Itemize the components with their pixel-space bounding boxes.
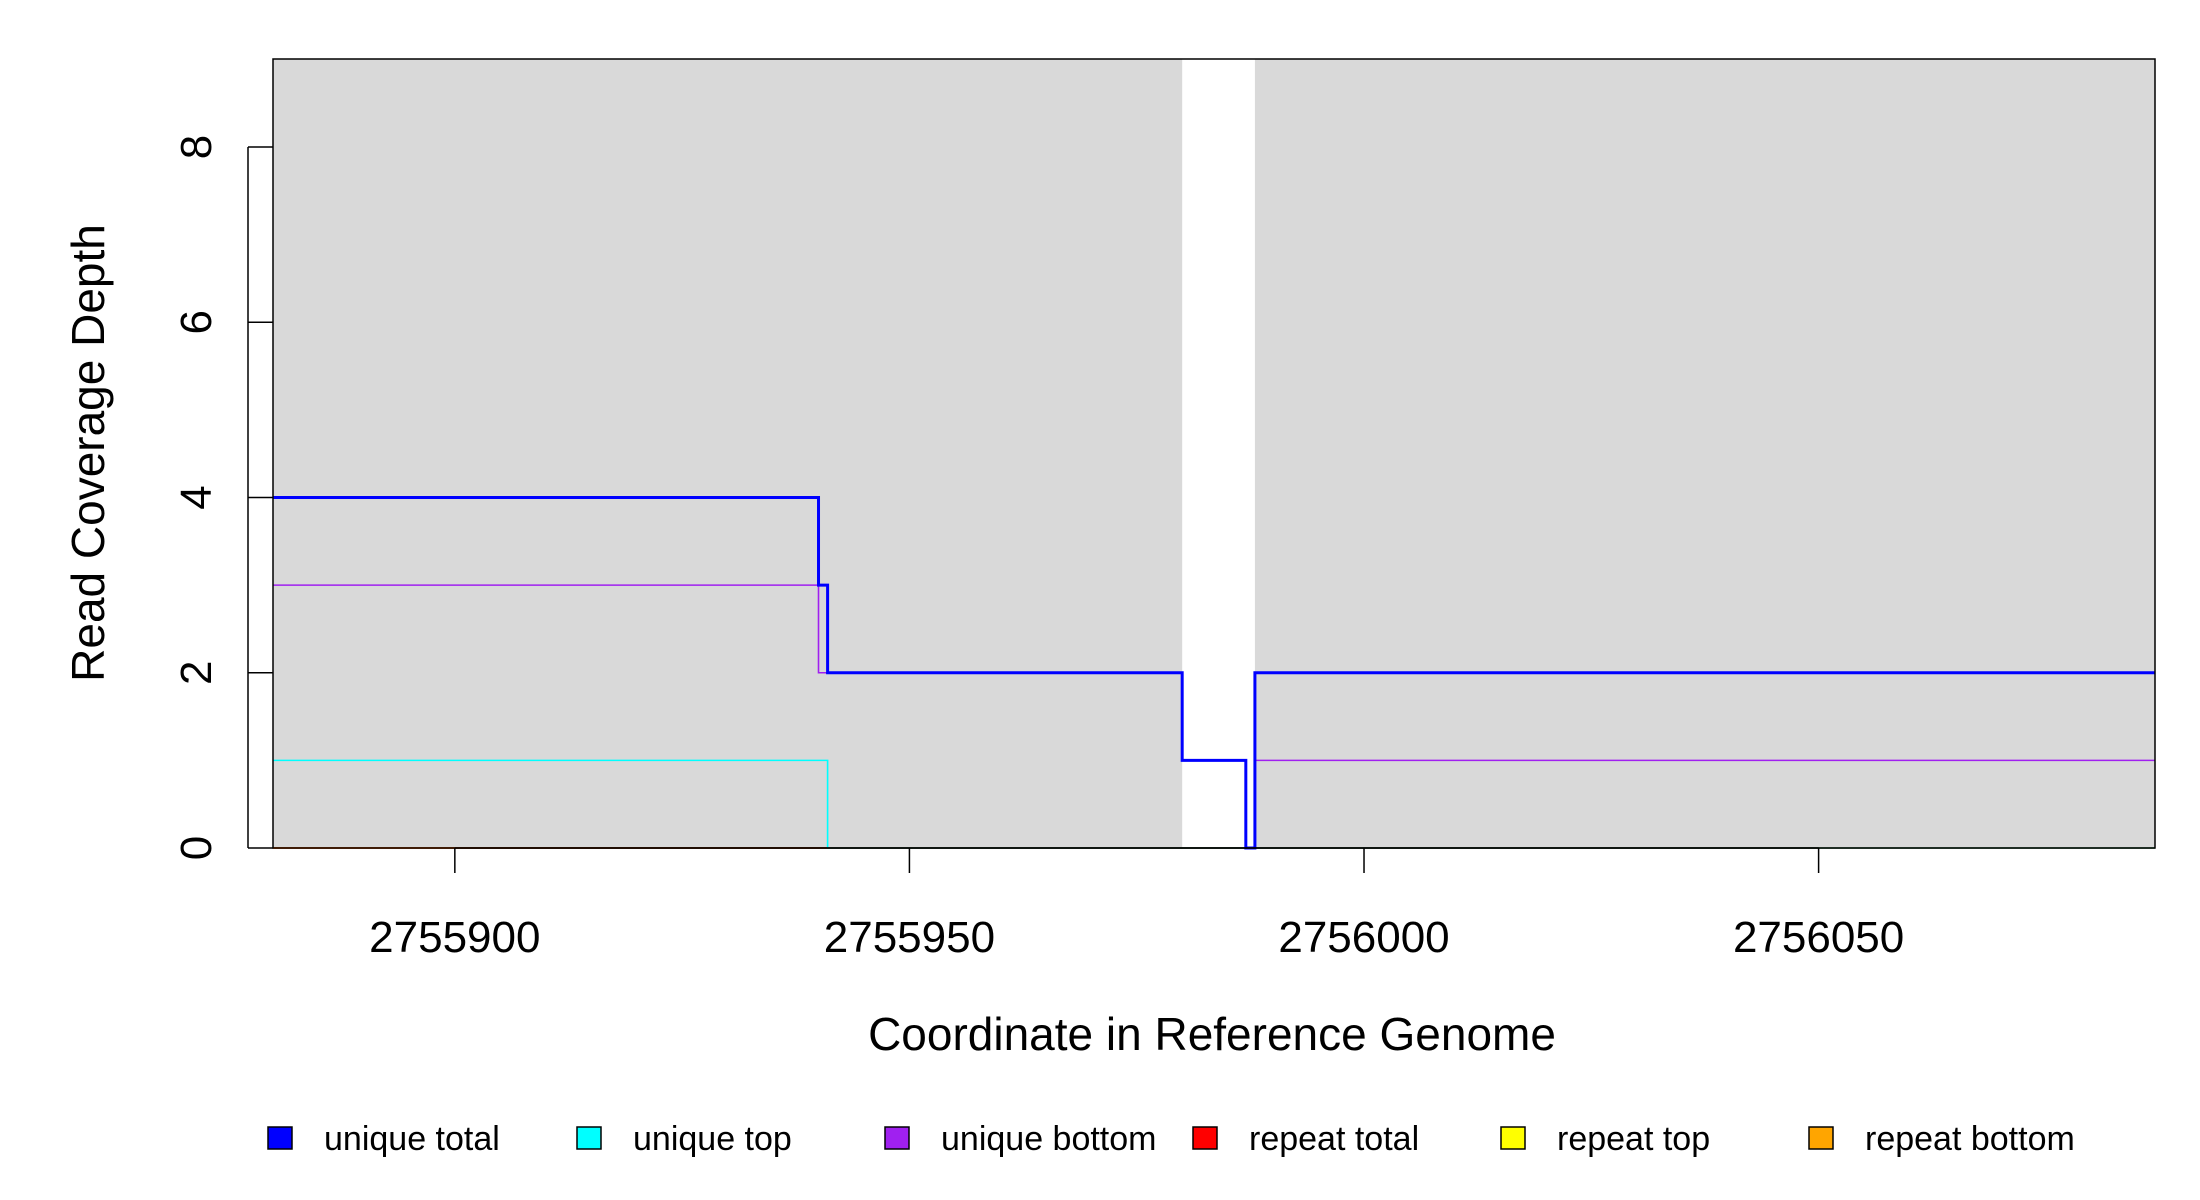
series-line-unique-total: [273, 496, 2155, 850]
legend-swatch: [1808, 1126, 1834, 1150]
x-tick-label: 2756000: [1278, 913, 1449, 962]
legend-swatch: [1192, 1126, 1218, 1150]
x-tick-label: 2756050: [1733, 913, 1904, 962]
legend-swatch: [576, 1126, 602, 1150]
uncovered-region: [1182, 59, 1255, 848]
legend-label: unique top: [633, 1120, 792, 1158]
legend-label: unique bottom: [941, 1120, 1157, 1158]
legend-label: repeat bottom: [1865, 1120, 2075, 1158]
legend: unique total unique top unique bottom repea…: [267, 1120, 2075, 1158]
y-tick-label: 8: [172, 135, 221, 159]
legend-item: unique total: [267, 1120, 500, 1158]
legend-swatch: [267, 1126, 293, 1150]
legend-item: repeat top: [1500, 1120, 1710, 1158]
legend-label: repeat total: [1249, 1120, 1419, 1158]
y-tick-label: 2: [172, 661, 221, 685]
y-tick-label: 4: [172, 485, 221, 509]
legend-swatch: [1500, 1126, 1526, 1150]
legend-label: unique total: [324, 1120, 500, 1158]
x-axis: 2755900 2755950 2756000 2756050: [369, 847, 1904, 962]
y-axis-title: Read Coverage Depth: [62, 224, 114, 682]
legend-label: repeat top: [1557, 1120, 1710, 1158]
legend-item: unique top: [576, 1120, 792, 1158]
legend-item: repeat total: [1192, 1120, 1419, 1158]
legend-item: unique bottom: [884, 1120, 1157, 1158]
plot-area: [273, 59, 2155, 848]
x-axis-title: Coordinate in Reference Genome: [868, 1008, 1556, 1060]
x-tick-label: 2755950: [824, 913, 995, 962]
y-axis: 0 2 4 6 8: [172, 135, 273, 860]
x-tick-label: 2755900: [369, 913, 540, 962]
legend-item: repeat bottom: [1808, 1120, 2075, 1158]
y-tick-label: 0: [172, 836, 221, 860]
legend-swatch: [884, 1126, 910, 1150]
y-tick-label: 6: [172, 310, 221, 334]
